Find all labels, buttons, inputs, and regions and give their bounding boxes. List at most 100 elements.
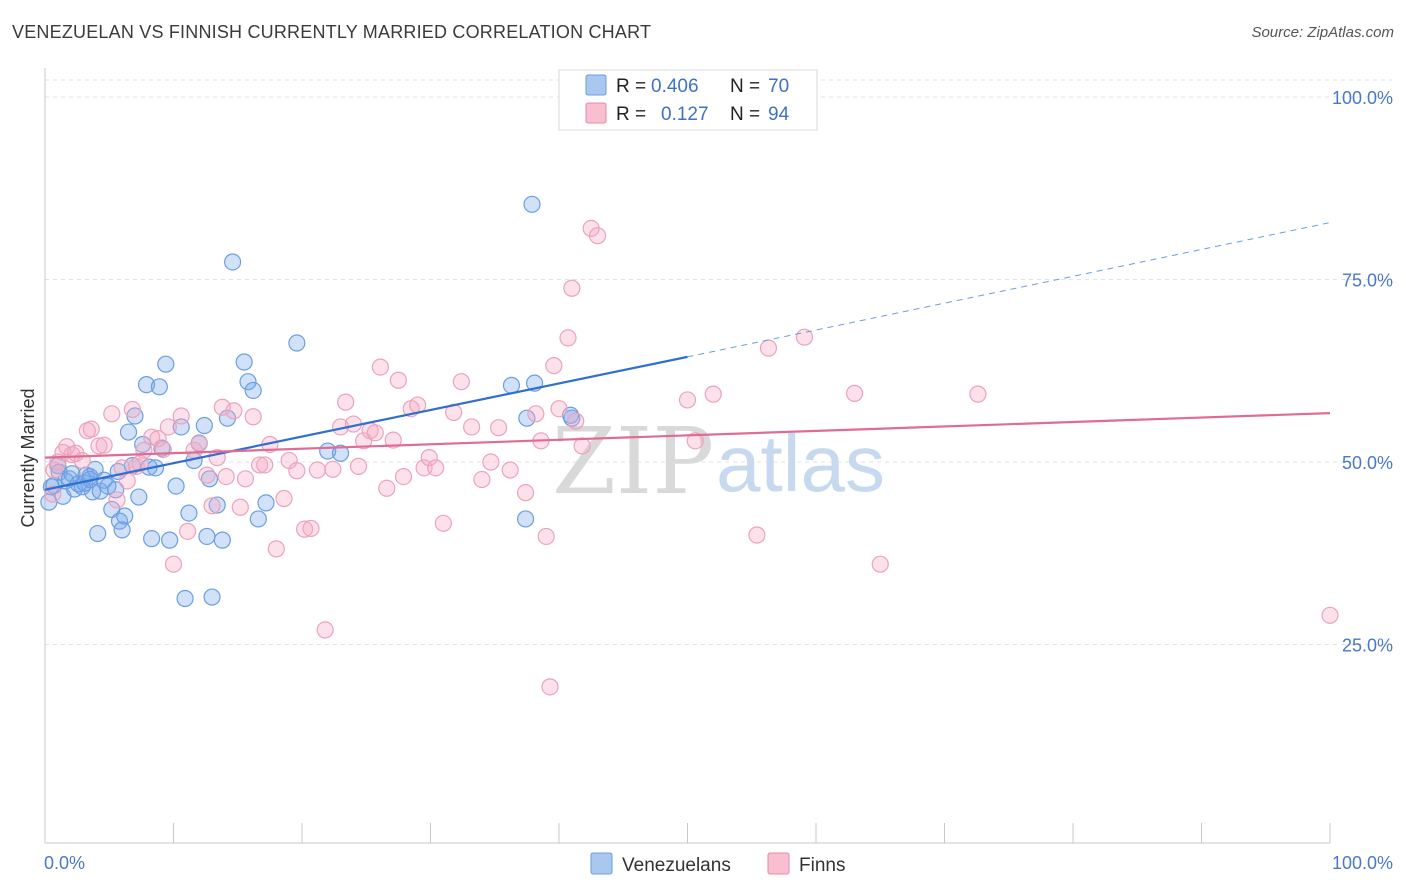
finns-point [90, 437, 108, 455]
venezuelans-point [198, 527, 216, 546]
finns-point [550, 400, 568, 418]
legend-swatch-venezuelans [585, 74, 607, 96]
finns-point [143, 428, 161, 446]
finns-point [378, 479, 396, 497]
finns-point [704, 385, 722, 403]
finns-point [845, 384, 864, 402]
finns-point [149, 430, 167, 448]
finns-point [308, 461, 327, 479]
finns-point [678, 391, 697, 409]
legend-n-value-1: 70 [768, 76, 789, 97]
venezuelans-point [244, 381, 262, 400]
watermark-zip: ZIP [552, 408, 714, 515]
finns-point [516, 484, 535, 502]
bottom-legend-swatch-finns [767, 852, 790, 875]
venezuelans-point [203, 588, 221, 606]
venezuelans-point [257, 494, 275, 512]
y-tick-label: 75.0% [1342, 271, 1393, 291]
finns-point [82, 420, 100, 438]
finns-point [501, 461, 519, 479]
venezuelans-point [134, 435, 152, 454]
series-finns [44, 219, 1339, 696]
finns-point [588, 227, 607, 245]
finns-point [871, 555, 889, 573]
finns-point [45, 461, 63, 479]
bottom-legend-label-venezuelans: Venezuelans [622, 855, 731, 876]
trend-lines [44, 222, 1331, 491]
venezuelans-point [89, 524, 107, 543]
finns-point [123, 400, 141, 419]
series-venezuelans [40, 195, 581, 608]
source-label: Source: ZipAtlas.com [1251, 24, 1394, 41]
finns-point [324, 460, 342, 478]
finns-point [103, 405, 121, 423]
finns-point [159, 418, 177, 436]
venezuelans-point [180, 504, 198, 522]
venezuelans-point [288, 334, 306, 352]
y-tick-labels: 25.0% 50.0% 75.0% 100.0% [1332, 88, 1393, 656]
venezuelans-point [119, 423, 138, 441]
finns-point [567, 412, 585, 430]
finns-point [366, 424, 384, 442]
venezuelans-point [331, 444, 350, 462]
finns-trend-line [44, 411, 1331, 459]
series-legend: Venezuelans Finns [590, 852, 845, 876]
finns-point [108, 491, 126, 509]
venezuelans-point [113, 521, 131, 539]
finns-point [198, 466, 216, 484]
finns-point [316, 621, 334, 639]
legend-n-label-2: N = [730, 104, 760, 125]
bottom-legend-label-finns: Finns [799, 855, 845, 876]
finns-point [452, 373, 470, 391]
x-tick-label-min: 0.0% [44, 853, 85, 873]
y-axis-title: Currently Married [18, 388, 38, 527]
venezuelans-point [150, 378, 168, 396]
finns-point [302, 519, 320, 538]
finns-point [490, 419, 508, 437]
venezuelans-point [518, 409, 536, 427]
finns-point [1321, 606, 1339, 624]
axes [44, 68, 1331, 844]
finns-point [131, 454, 149, 473]
venezuelans-point [208, 496, 226, 514]
venezuelans-point [167, 477, 185, 495]
venezuelans-point [176, 589, 194, 608]
finns-point [384, 431, 402, 449]
legend-swatch-finns [585, 102, 607, 124]
finns-point [337, 393, 355, 411]
finns-point [236, 470, 255, 488]
legend-n-value-2: 94 [768, 104, 790, 125]
finns-point [573, 437, 591, 455]
finns-point [225, 402, 243, 420]
finns-point [389, 371, 407, 389]
finns-point [473, 470, 491, 489]
finns-point [44, 485, 62, 503]
finns-point [482, 453, 500, 471]
finns-point [563, 279, 581, 297]
legend-r-label-1: R = [616, 76, 646, 97]
venezuelans-point [523, 195, 541, 213]
finns-point [969, 385, 987, 403]
x-tick-label-max: 100.0% [1332, 853, 1393, 873]
venezuelans-point [157, 355, 175, 373]
venezuelans-point [249, 510, 267, 528]
finns-point [231, 498, 249, 516]
venezuelans-point [195, 416, 213, 435]
finns-point [267, 540, 285, 558]
finns-point [420, 449, 438, 467]
venezuelans-trend-line [44, 355, 688, 491]
bottom-legend-swatch-venezuelans [590, 852, 613, 875]
venezuelans-point [224, 253, 242, 271]
finns-point [172, 407, 190, 425]
venezuelans-point [143, 530, 161, 548]
finns-point [371, 358, 389, 376]
finns-point [190, 435, 208, 453]
venezuelans-point [239, 373, 257, 391]
venezuelans-point [516, 510, 535, 528]
chart-title: VENEZUELAN VS FINNISH CURRENTLY MARRIED … [12, 22, 652, 42]
venezuelans-point [161, 531, 179, 549]
finns-point [427, 459, 445, 477]
venezuelans-point [130, 488, 148, 506]
finns-point [537, 527, 555, 546]
